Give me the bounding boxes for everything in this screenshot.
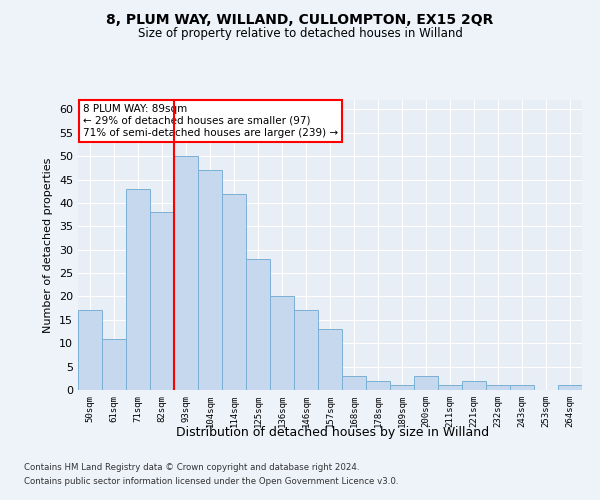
Bar [510,386,534,390]
Bar [78,310,102,390]
Bar [174,156,198,390]
Bar [150,212,174,390]
Bar [390,386,414,390]
Bar [198,170,222,390]
Bar [438,386,462,390]
Bar [342,376,366,390]
Text: Size of property relative to detached houses in Willand: Size of property relative to detached ho… [137,28,463,40]
Bar [558,386,582,390]
Text: Contains public sector information licensed under the Open Government Licence v3: Contains public sector information licen… [24,477,398,486]
Bar [222,194,246,390]
Bar [270,296,294,390]
Bar [414,376,438,390]
Bar [486,386,510,390]
Text: 8, PLUM WAY, WILLAND, CULLOMPTON, EX15 2QR: 8, PLUM WAY, WILLAND, CULLOMPTON, EX15 2… [106,12,494,26]
Bar [366,380,390,390]
Bar [126,189,150,390]
Text: Contains HM Land Registry data © Crown copyright and database right 2024.: Contains HM Land Registry data © Crown c… [24,464,359,472]
Text: Distribution of detached houses by size in Willand: Distribution of detached houses by size … [176,426,490,439]
Bar [246,259,270,390]
Text: 8 PLUM WAY: 89sqm
← 29% of detached houses are smaller (97)
71% of semi-detached: 8 PLUM WAY: 89sqm ← 29% of detached hous… [83,104,338,138]
Bar [462,380,486,390]
Bar [318,329,342,390]
Bar [102,338,126,390]
Y-axis label: Number of detached properties: Number of detached properties [43,158,53,332]
Bar [294,310,318,390]
